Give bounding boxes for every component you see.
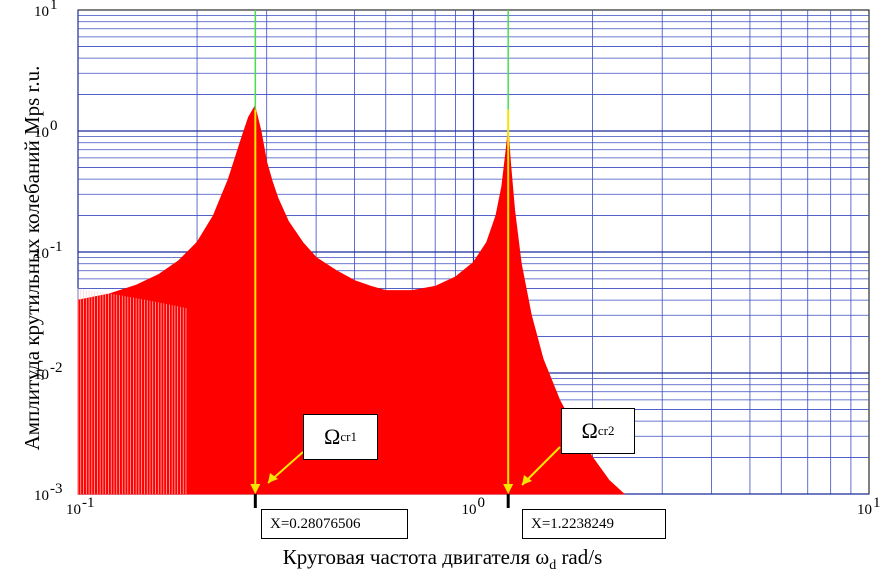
y-tick-label: 10 bbox=[34, 246, 49, 262]
marker-readout-1: X=0.28076506 bbox=[261, 509, 408, 539]
marker-readout-2-text: X=1.2238249 bbox=[531, 515, 615, 532]
y-tick-label: 10 bbox=[34, 488, 49, 504]
x-axis-label: Круговая частота двигателя bbox=[282, 545, 531, 569]
x-tick-exponent: -1 bbox=[82, 495, 95, 511]
marker-arrow-1 bbox=[250, 484, 261, 494]
x-tick-label: 10 bbox=[66, 502, 81, 518]
x-axis-symbol: ω bbox=[535, 545, 550, 569]
y-tick-exponent: 0 bbox=[50, 118, 58, 134]
x-axis-title: Круговая частота двигателя ωd rad/s bbox=[0, 545, 885, 574]
y-tick-exponent: 1 bbox=[50, 0, 58, 13]
y-axis-label: Амплитуда крутильных колебаний Mps r.u. bbox=[20, 65, 44, 451]
x-tick-exponent: 1 bbox=[873, 495, 881, 511]
marker-readout-2: X=1.2238249 bbox=[522, 509, 666, 539]
markers bbox=[250, 10, 561, 508]
callout-pointer-head-1 bbox=[268, 473, 278, 483]
x-tick-label: 10 bbox=[462, 502, 477, 518]
callout-pointer-head-2 bbox=[522, 475, 532, 485]
marker-callout-1-symbol: Ω bbox=[324, 424, 341, 449]
x-axis-unit: rad/s bbox=[561, 545, 603, 569]
y-tick-label: 10 bbox=[34, 4, 49, 20]
y-tick-exponent: -2 bbox=[50, 360, 63, 376]
marker-readout-1-text: X=0.28076506 bbox=[270, 515, 361, 532]
y-tick-label: 10 bbox=[34, 125, 49, 141]
marker-callout-2-sub: cr2 bbox=[597, 423, 615, 438]
y-axis-title: Амплитуда крутильных колебаний Mps r.u. bbox=[20, 8, 45, 508]
marker-callout-2-symbol: Ω bbox=[581, 418, 598, 443]
tick-labels: 10 -1 10 0 10 110 -310 -210 -110 010 1 bbox=[34, 0, 881, 518]
y-tick-exponent: -3 bbox=[50, 481, 63, 497]
x-axis-symbol-sub: d bbox=[549, 558, 557, 574]
marker-arrow-2 bbox=[503, 484, 514, 494]
amplitude-area bbox=[77, 104, 626, 495]
x-tick-label: 10 bbox=[857, 502, 872, 518]
marker-callout-1-sub: cr1 bbox=[340, 429, 357, 444]
y-tick-exponent: -1 bbox=[50, 239, 63, 255]
x-tick-exponent: 0 bbox=[478, 495, 486, 511]
y-tick-label: 10 bbox=[34, 367, 49, 383]
amplitude-series-area bbox=[77, 104, 626, 495]
